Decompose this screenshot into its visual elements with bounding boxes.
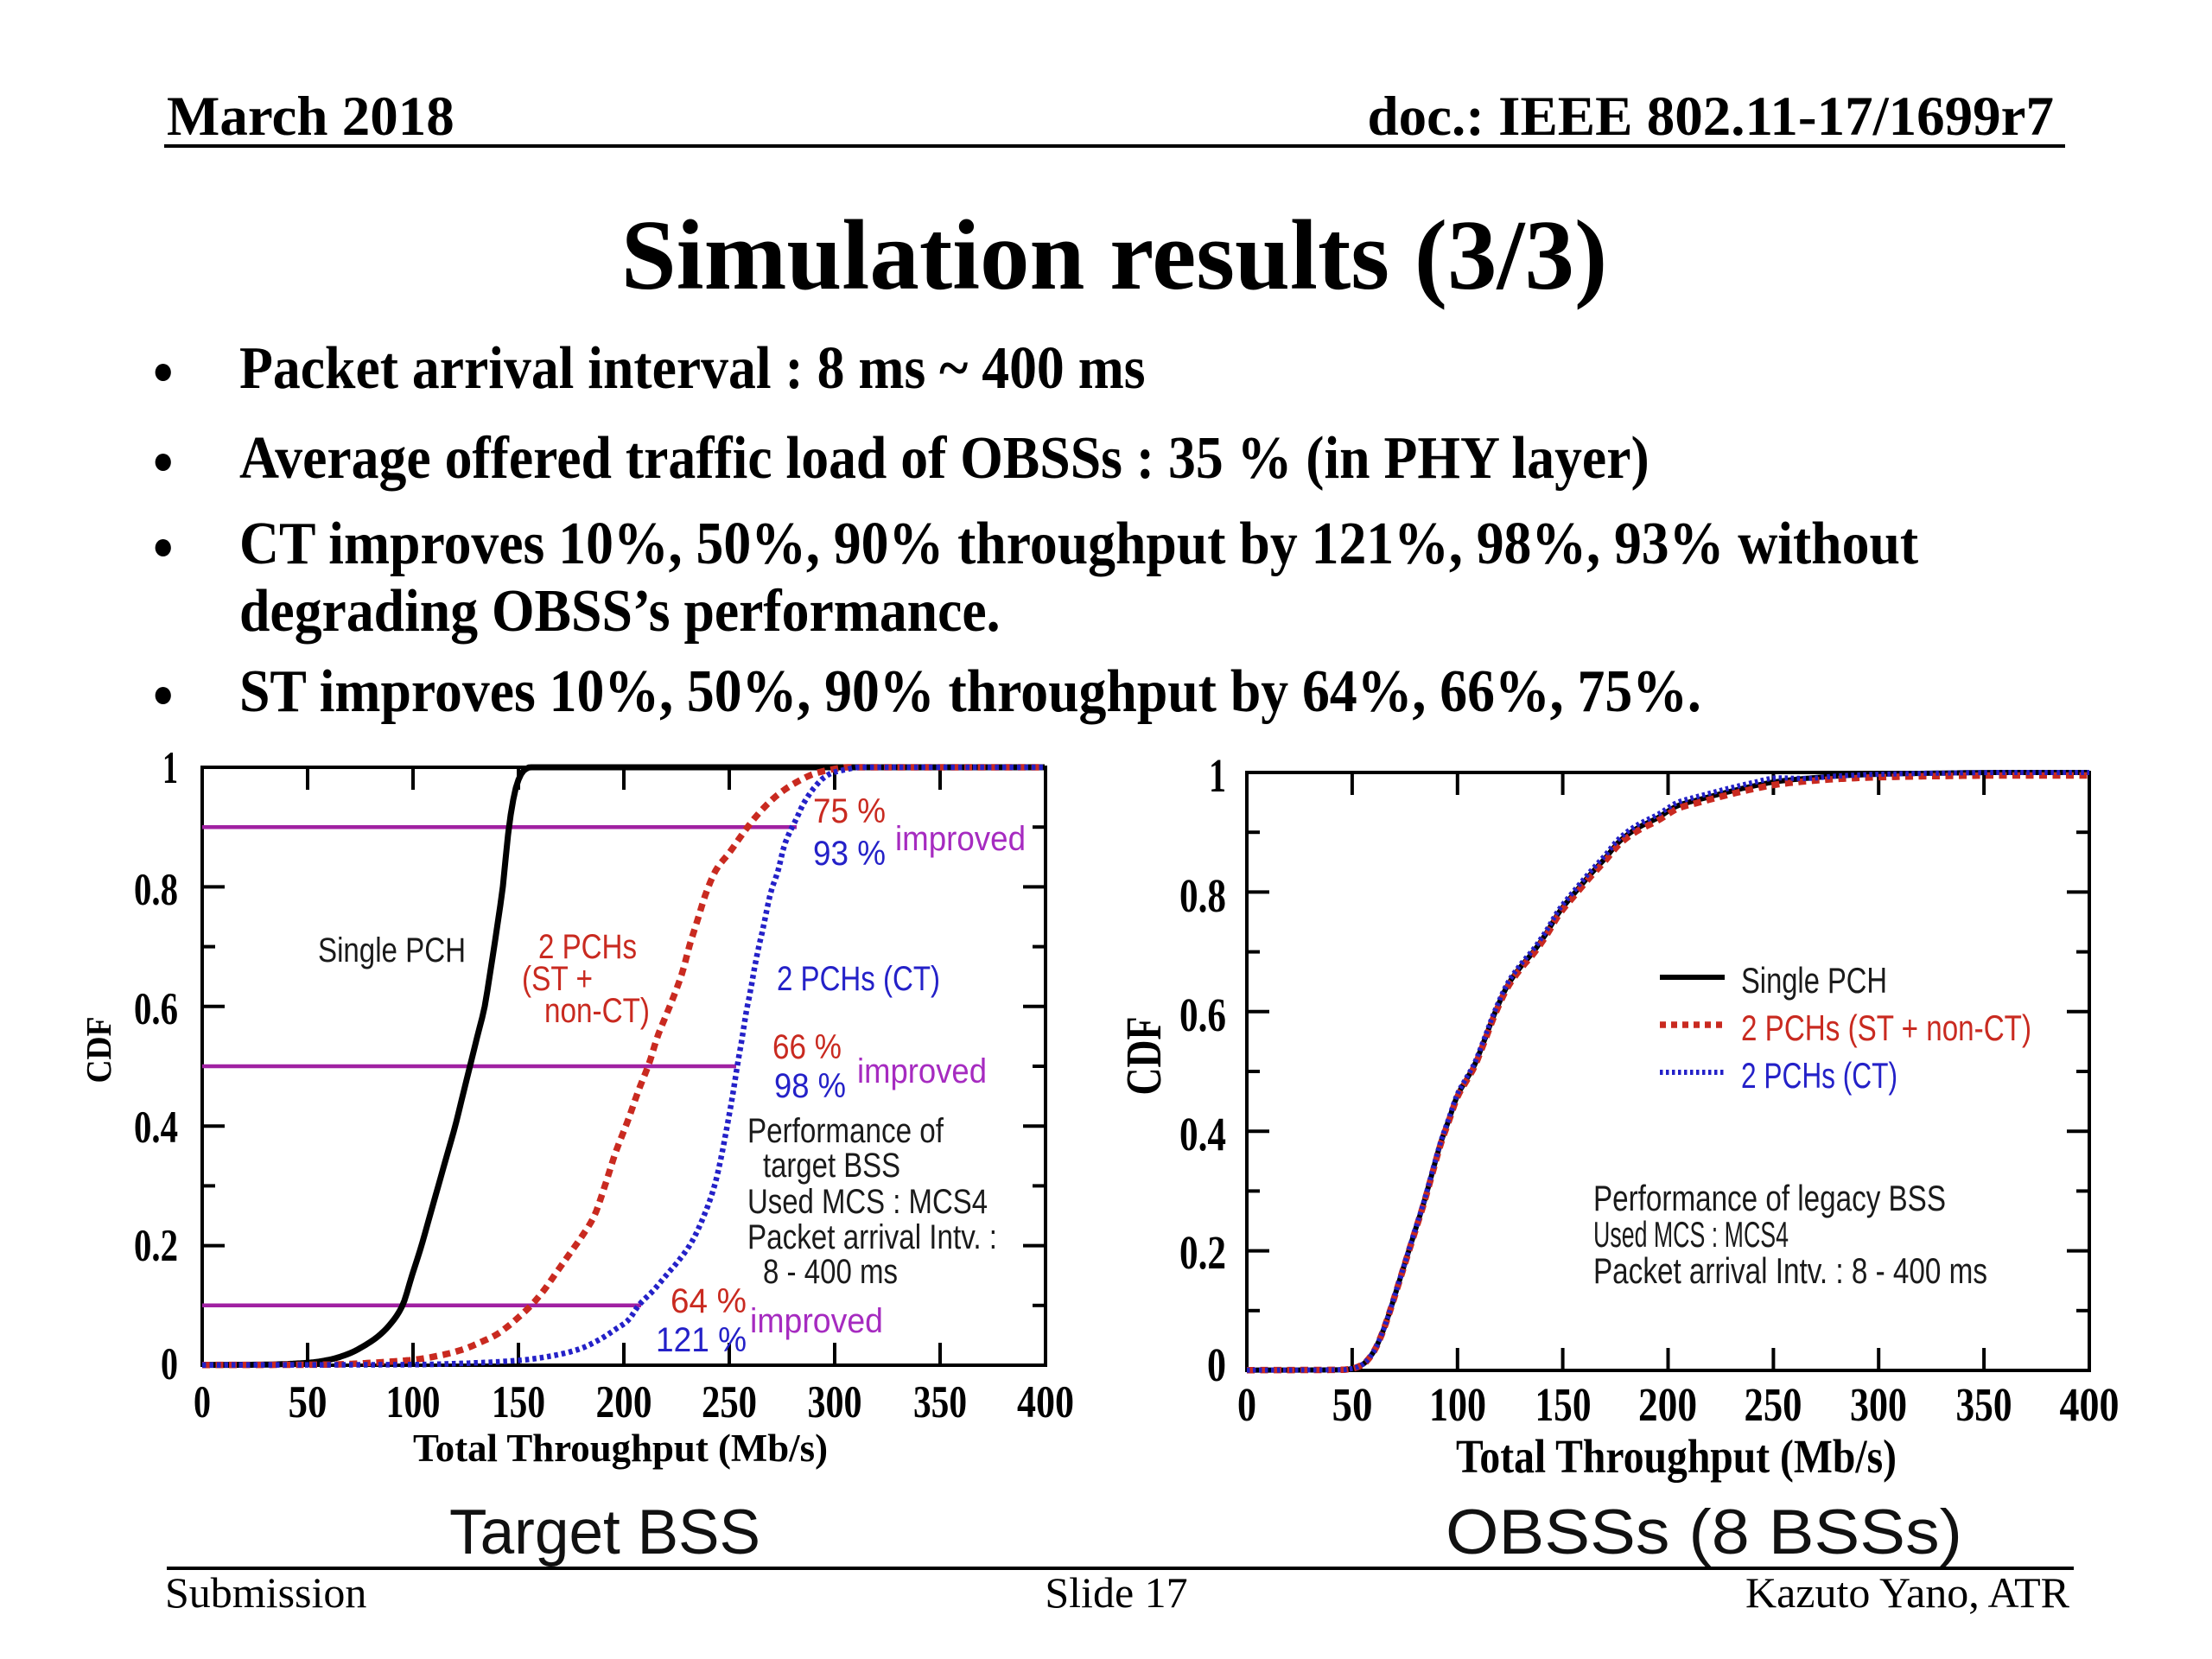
svg-text:2 PCHs: 2 PCHs — [538, 928, 637, 966]
svg-text:300: 300 — [1850, 1378, 1907, 1431]
svg-text:target BSS: target BSS — [763, 1147, 900, 1185]
svg-text:121 %: 121 % — [656, 1321, 747, 1359]
svg-text:Packet arrival Intv. : 8 - 400: Packet arrival Intv. : 8 - 400 ms — [1593, 1250, 1987, 1291]
svg-text:0.2: 0.2 — [134, 1221, 178, 1271]
svg-text:0.8: 0.8 — [134, 865, 178, 915]
svg-text:0: 0 — [194, 1377, 211, 1427]
svg-text:Used MCS : MCS4: Used MCS : MCS4 — [1593, 1214, 1789, 1255]
svg-text:non-CT): non-CT) — [544, 992, 650, 1030]
svg-text:0: 0 — [1237, 1378, 1256, 1431]
svg-text:1: 1 — [162, 743, 178, 793]
svg-text:93 %: 93 % — [813, 835, 886, 873]
svg-text:150: 150 — [1535, 1378, 1592, 1431]
svg-text:Single PCH: Single PCH — [1741, 960, 1887, 1001]
svg-text:250: 250 — [702, 1377, 757, 1427]
svg-text:improved: improved — [895, 820, 1026, 858]
svg-text:CDF: CDF — [79, 1017, 118, 1084]
svg-text:200: 200 — [1638, 1378, 1697, 1431]
svg-text:CDF: CDF — [1116, 1017, 1172, 1096]
svg-text:66 %: 66 % — [772, 1028, 842, 1066]
svg-text:(ST +: (ST + — [522, 960, 593, 998]
svg-text:350: 350 — [913, 1377, 967, 1427]
svg-text:Total Throughput (Mb/s): Total Throughput (Mb/s) — [1456, 1430, 1897, 1483]
svg-text:400: 400 — [2060, 1378, 2120, 1431]
svg-text:0.2: 0.2 — [1179, 1226, 1226, 1279]
svg-text:Packet arrival Intv. :: Packet arrival Intv. : — [747, 1218, 997, 1256]
svg-text:improved: improved — [750, 1302, 883, 1340]
svg-text:Performance of: Performance of — [747, 1112, 944, 1150]
svg-text:64 %: 64 % — [671, 1282, 747, 1320]
svg-text:improved: improved — [857, 1052, 987, 1090]
svg-text:350: 350 — [1956, 1378, 2012, 1431]
svg-text:300: 300 — [808, 1377, 862, 1427]
svg-text:100: 100 — [386, 1377, 441, 1427]
svg-text:Target BSS: Target BSS — [449, 1497, 760, 1567]
svg-text:1: 1 — [1209, 749, 1226, 802]
svg-text:Single PCH: Single PCH — [318, 931, 466, 969]
svg-text:0.4: 0.4 — [134, 1103, 178, 1153]
svg-text:75 %: 75 % — [813, 792, 886, 830]
svg-text:0.6: 0.6 — [134, 984, 178, 1034]
svg-text:98 %: 98 % — [774, 1067, 846, 1105]
svg-text:150: 150 — [492, 1377, 545, 1427]
svg-text:50: 50 — [289, 1377, 327, 1427]
svg-text:Performance of legacy BSS: Performance of legacy BSS — [1593, 1178, 1946, 1218]
svg-text:100: 100 — [1429, 1378, 1486, 1431]
svg-text:400: 400 — [1017, 1377, 1074, 1427]
svg-text:8 - 400 ms: 8 - 400 ms — [763, 1253, 898, 1291]
svg-text:0.4: 0.4 — [1179, 1108, 1226, 1160]
svg-text:50: 50 — [1332, 1378, 1373, 1431]
svg-text:200: 200 — [596, 1377, 652, 1427]
svg-text:2 PCHs (CT): 2 PCHs (CT) — [777, 960, 940, 998]
svg-text:0.8: 0.8 — [1179, 869, 1226, 922]
svg-text:250: 250 — [1745, 1378, 1802, 1431]
svg-text:0: 0 — [1207, 1338, 1226, 1391]
svg-text:Total Throughput (Mb/s): Total Throughput (Mb/s) — [413, 1427, 828, 1470]
svg-text:0: 0 — [161, 1339, 178, 1389]
svg-text:0.6: 0.6 — [1179, 988, 1226, 1041]
svg-text:2 PCHs (CT): 2 PCHs (CT) — [1741, 1055, 1897, 1096]
svg-text:Used MCS : MCS4: Used MCS : MCS4 — [747, 1183, 988, 1221]
svg-text:OBSSs (8 BSSs): OBSSs (8 BSSs) — [1446, 1497, 1962, 1567]
svg-text:2 PCHs (ST + non-CT): 2 PCHs (ST + non-CT) — [1741, 1007, 2031, 1048]
